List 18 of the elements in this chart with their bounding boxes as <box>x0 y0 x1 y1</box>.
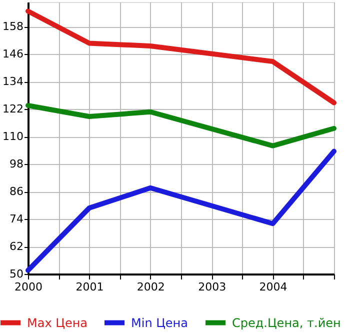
x-tick-label: 2000 <box>14 280 42 294</box>
x-tick-label: 2004 <box>259 280 288 294</box>
legend-label: Сред.Цена, т.йен <box>232 316 341 330</box>
y-tick-label: 98 <box>10 158 24 171</box>
y-tick-label: 74 <box>10 212 24 226</box>
y-tick-label: 86 <box>10 185 24 198</box>
x-tick-label: 2001 <box>76 280 104 294</box>
legend-label: Min Цена <box>131 316 188 330</box>
y-tick-label: 62 <box>10 240 24 254</box>
x-tick-label: 2003 <box>198 280 226 294</box>
x-tick-label: 2002 <box>136 280 165 294</box>
y-tick-label: 50 <box>10 268 24 280</box>
y-tick-label: 146 <box>2 48 24 61</box>
legend-label: Max Цена <box>27 316 88 330</box>
y-tick-label: 134 <box>2 75 24 88</box>
y-tick-label: 122 <box>2 102 24 116</box>
y-tick-label: 110 <box>2 130 24 144</box>
y-tick-label: 158 <box>2 20 24 34</box>
